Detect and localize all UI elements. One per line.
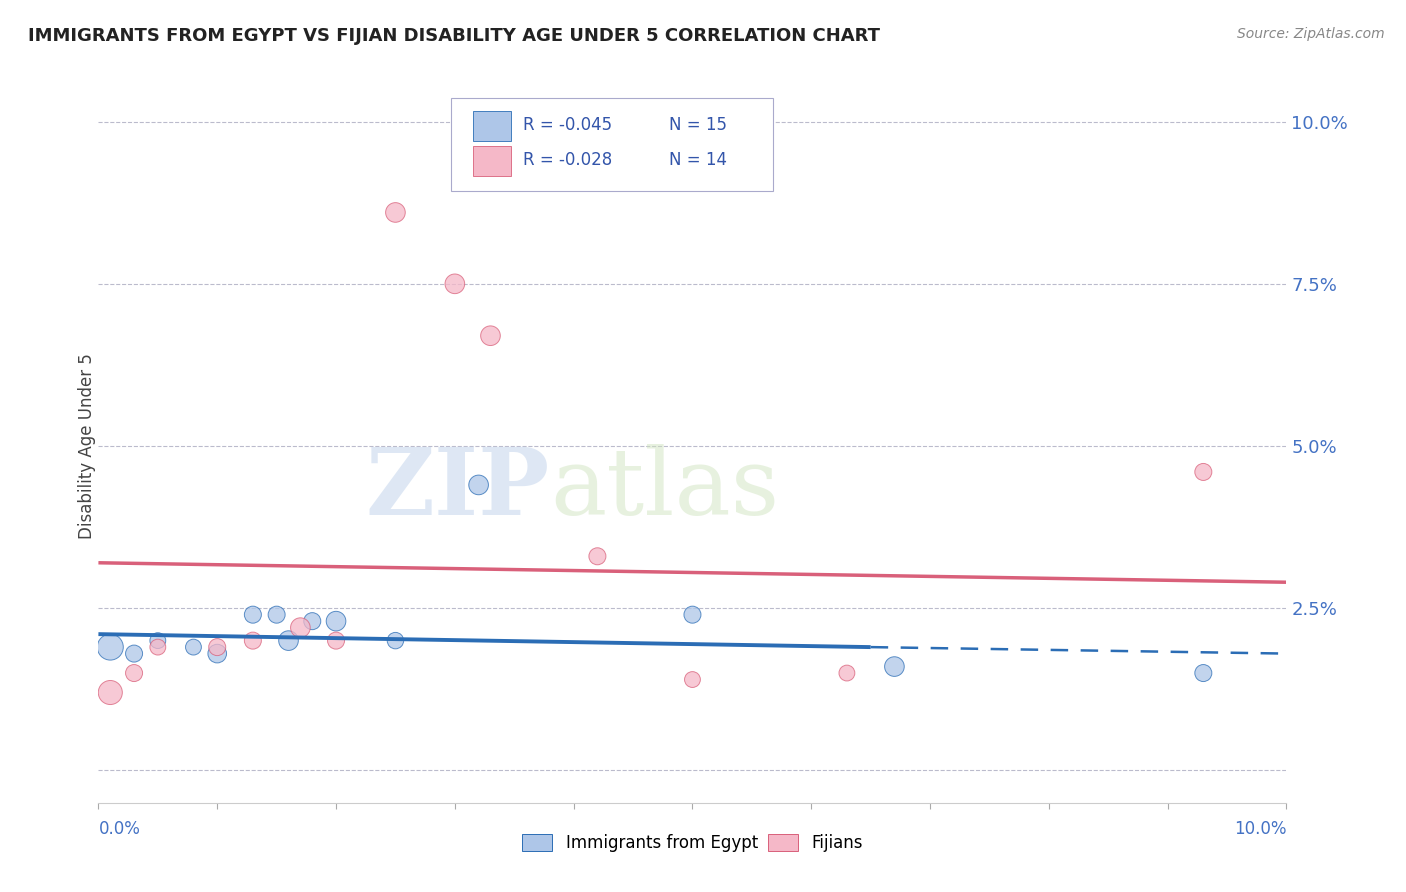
Point (443, 277, 465, 291)
Point (205, 640, 228, 654)
Point (98, 640, 121, 654)
Point (384, 633, 406, 648)
Text: 0.0%: 0.0% (98, 820, 141, 838)
Text: ZIP: ZIP (366, 444, 550, 533)
Point (242, 607, 264, 622)
Point (479, 328, 502, 343)
FancyBboxPatch shape (451, 98, 773, 191)
Point (467, 478, 489, 492)
Text: IMMIGRANTS FROM EGYPT VS FIJIAN DISABILITY AGE UNDER 5 CORRELATION CHART: IMMIGRANTS FROM EGYPT VS FIJIAN DISABILI… (28, 27, 880, 45)
Text: R = -0.028: R = -0.028 (523, 151, 612, 169)
Legend: Immigrants from Egypt, Fijians: Immigrants from Egypt, Fijians (516, 827, 869, 859)
FancyBboxPatch shape (472, 145, 510, 176)
Point (681, 673, 703, 687)
Point (835, 666, 858, 681)
Text: atlas: atlas (550, 444, 779, 533)
Point (586, 549, 609, 564)
Point (681, 607, 703, 622)
Point (98, 685, 121, 699)
Point (242, 633, 264, 648)
Point (1192, 666, 1215, 681)
Point (122, 647, 145, 661)
Y-axis label: Disability Age Under 5: Disability Age Under 5 (79, 353, 96, 539)
Text: R = -0.045: R = -0.045 (523, 116, 612, 134)
Point (384, 205, 406, 219)
Point (290, 621, 312, 635)
Point (205, 647, 228, 661)
Text: N = 15: N = 15 (669, 116, 727, 134)
Point (301, 614, 323, 628)
Point (146, 633, 169, 648)
Point (146, 640, 169, 654)
Point (122, 666, 145, 681)
Point (883, 659, 905, 673)
Point (266, 607, 288, 622)
Text: N = 14: N = 14 (669, 151, 727, 169)
Point (325, 614, 347, 628)
FancyBboxPatch shape (472, 111, 510, 141)
Point (277, 633, 299, 648)
Point (325, 633, 347, 648)
Point (183, 640, 205, 654)
Text: Source: ZipAtlas.com: Source: ZipAtlas.com (1237, 27, 1385, 41)
Text: 10.0%: 10.0% (1234, 820, 1286, 838)
Point (1192, 465, 1215, 479)
